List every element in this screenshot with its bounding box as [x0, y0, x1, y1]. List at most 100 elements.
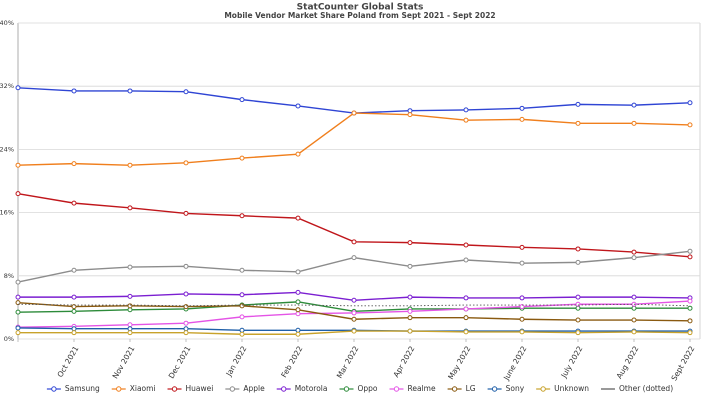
legend-marker — [491, 386, 498, 392]
legend-label: Unknown — [554, 384, 589, 393]
point — [463, 315, 469, 321]
series-line — [17, 112, 691, 166]
legend-item: Unknown — [536, 384, 589, 393]
point — [687, 122, 693, 128]
point — [239, 303, 245, 309]
point — [127, 88, 133, 94]
legend-marker — [281, 386, 287, 392]
point — [407, 308, 413, 314]
point — [239, 97, 245, 103]
point — [71, 294, 77, 300]
legend-label: Motorola — [295, 384, 328, 393]
x-tick-label: Sept 2022 — [669, 344, 696, 382]
point — [127, 330, 133, 336]
point — [687, 330, 693, 336]
legend-label: Other (dotted) — [619, 384, 673, 393]
legend-label: Xiaomi — [130, 384, 156, 393]
point — [463, 257, 469, 263]
point — [575, 330, 581, 336]
legend-label: Samsung — [65, 384, 100, 393]
point — [295, 299, 301, 305]
point — [239, 327, 245, 333]
y-tick-label: 24% — [0, 145, 14, 153]
y-tick-label: 8% — [4, 272, 14, 280]
chart-subtitle: Mobile Vendor Market Share Poland from S… — [224, 11, 495, 20]
point — [407, 315, 413, 321]
point — [295, 215, 301, 221]
point — [15, 162, 21, 168]
point — [15, 191, 21, 197]
point — [631, 294, 637, 300]
point — [295, 103, 301, 109]
point — [407, 112, 413, 118]
point — [15, 309, 21, 315]
point — [687, 298, 693, 304]
legend-item: Sony — [487, 384, 525, 393]
legend-marker — [116, 386, 122, 392]
point — [15, 325, 21, 331]
point — [463, 107, 469, 113]
point — [407, 108, 413, 114]
point — [15, 294, 21, 300]
point — [127, 205, 133, 211]
x-tick-label: Apr 2022 — [391, 344, 416, 379]
point — [687, 305, 693, 311]
point — [575, 317, 581, 323]
legend-label: LG — [466, 384, 476, 393]
x-tick-label: Oct 2021 — [55, 344, 80, 379]
legend-label: Oppo — [357, 384, 377, 393]
point — [71, 200, 77, 206]
x-tick-label: Aug 2022 — [615, 344, 641, 380]
legend-item: Other (dotted) — [600, 384, 673, 393]
point — [183, 291, 189, 297]
point — [687, 248, 693, 254]
point — [351, 316, 357, 322]
point — [71, 161, 77, 167]
point — [519, 295, 525, 301]
legend-item: Oppo — [339, 384, 378, 393]
legend-item: Samsung — [46, 384, 100, 393]
x-tick-label: June 2022 — [501, 344, 528, 382]
point — [127, 307, 133, 313]
legend-marker — [451, 386, 458, 392]
series-line — [17, 192, 691, 258]
point — [239, 267, 245, 273]
point — [183, 330, 189, 336]
point — [127, 162, 133, 168]
point — [519, 260, 525, 266]
point — [575, 301, 581, 307]
point — [631, 249, 637, 255]
point — [575, 246, 581, 252]
point — [519, 105, 525, 111]
point — [71, 304, 77, 310]
point — [575, 101, 581, 107]
legend-label: Huawei — [186, 384, 214, 393]
point — [239, 213, 245, 219]
point — [127, 303, 133, 309]
x-tick-label: Nov 2021 — [111, 344, 137, 380]
point — [351, 110, 357, 116]
point — [295, 331, 301, 337]
legend-item: Xiaomi — [111, 384, 156, 393]
point — [687, 254, 693, 260]
point — [71, 326, 77, 332]
point — [351, 297, 357, 303]
point — [239, 292, 245, 298]
point — [239, 155, 245, 161]
point — [519, 316, 525, 322]
series-line — [17, 303, 691, 307]
point — [127, 293, 133, 299]
point — [519, 116, 525, 122]
point — [463, 329, 469, 335]
point — [351, 328, 357, 334]
point — [295, 289, 301, 295]
point — [127, 322, 133, 328]
point — [575, 259, 581, 265]
point — [71, 308, 77, 314]
point — [183, 320, 189, 326]
point — [407, 240, 413, 246]
y-tick-label: 40% — [0, 19, 14, 27]
point — [295, 311, 301, 317]
legend-marker — [51, 386, 57, 392]
